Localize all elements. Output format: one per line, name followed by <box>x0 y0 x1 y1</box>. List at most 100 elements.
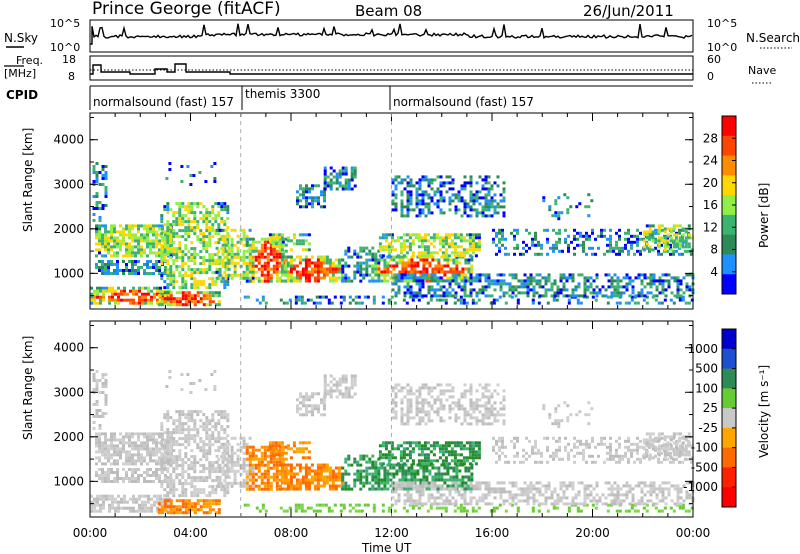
heatmap-cell <box>286 463 290 467</box>
heatmap-cell <box>289 481 293 485</box>
heatmap-cell <box>432 233 436 237</box>
heatmap-cell <box>415 291 419 295</box>
heatmap-cell <box>318 295 322 299</box>
heatmap-cell <box>190 297 194 301</box>
heatmap-cell <box>169 458 173 462</box>
heatmap-cell <box>161 435 164 439</box>
heatmap-cell <box>289 456 293 460</box>
heatmap-cell <box>110 272 113 275</box>
heatmap-cell <box>95 248 98 252</box>
heatmap-cell <box>456 254 460 258</box>
heatmap-cell <box>263 451 267 455</box>
heatmap-cell <box>119 269 122 272</box>
heatmap-cell <box>492 298 496 302</box>
heatmap-cell <box>437 487 441 491</box>
heatmap-cell <box>310 255 314 259</box>
heatmap-cell <box>160 303 164 307</box>
heatmap-cell <box>96 503 99 507</box>
heatmap-cell <box>208 214 212 218</box>
heatmap-cell <box>149 266 152 269</box>
heatmap-cell <box>149 450 152 454</box>
heatmap-cell <box>181 431 185 435</box>
heatmap-cell <box>116 450 119 454</box>
heatmap-cell <box>365 267 369 271</box>
heatmap-cell <box>98 477 101 480</box>
heatmap-cell <box>289 261 293 265</box>
heatmap-cell <box>362 273 366 277</box>
heatmap-cell <box>111 286 114 290</box>
heatmap-cell <box>441 242 445 246</box>
heatmap-cell <box>534 231 537 235</box>
heatmap-cell <box>193 502 197 506</box>
heatmap-cell <box>289 475 293 479</box>
heatmap-cell <box>131 245 134 249</box>
heatmap-cell <box>490 214 494 218</box>
heatmap-cell <box>529 288 533 292</box>
heatmap-cell <box>116 447 119 451</box>
heatmap-cell <box>175 505 179 509</box>
heatmap-cell <box>166 491 170 495</box>
heatmap-cell <box>199 491 203 495</box>
heatmap-cell <box>316 466 320 470</box>
heatmap-cell <box>624 237 627 241</box>
heatmap-cell <box>595 273 599 277</box>
heatmap-cell <box>316 276 320 280</box>
heatmap-cell <box>155 269 158 272</box>
heatmap-cell <box>286 279 290 283</box>
heatmap-cell <box>301 258 305 262</box>
heatmap-cell <box>325 270 329 274</box>
heatmap-cell <box>158 260 161 263</box>
heatmap-cell <box>199 458 203 462</box>
heatmap-cell <box>131 435 134 439</box>
heatmap-cell <box>172 241 176 245</box>
heatmap-cell <box>117 298 120 302</box>
heatmap-cell <box>137 435 140 439</box>
heatmap-cell <box>158 441 161 445</box>
heatmap-cell <box>119 239 122 243</box>
heatmap-cell <box>319 484 323 488</box>
heatmap-cell <box>301 456 305 460</box>
heatmap-cell <box>399 248 403 252</box>
heatmap-cell <box>160 235 164 239</box>
heatmap-cell <box>264 301 268 305</box>
heatmap-cell <box>251 237 255 241</box>
heatmap-cell <box>493 279 497 283</box>
heatmap-cell <box>666 239 670 243</box>
heatmap-cell <box>266 261 270 265</box>
heatmap-cell <box>298 481 302 485</box>
heatmap-cell <box>178 256 182 260</box>
heatmap-cell <box>316 258 320 262</box>
heatmap-cell <box>639 237 642 241</box>
heatmap-cell <box>116 444 119 448</box>
heatmap-cell <box>184 482 188 486</box>
heatmap-cell <box>531 243 534 247</box>
heatmap-cell <box>681 295 685 299</box>
heatmap-cell <box>432 251 436 255</box>
heatmap-cell <box>469 291 473 295</box>
heatmap-cell <box>307 264 311 268</box>
heatmap-cell <box>260 451 264 455</box>
heatmap-cell <box>110 453 113 457</box>
heatmap-cell <box>166 277 170 281</box>
heatmap-cell <box>221 460 225 464</box>
heatmap-cell <box>208 256 212 260</box>
heatmap-cell <box>190 300 194 304</box>
heatmap-cell <box>627 231 630 235</box>
heatmap-cell <box>138 503 141 507</box>
heatmap-cell <box>202 241 206 245</box>
heatmap-cell <box>104 266 107 269</box>
heatmap-cell <box>257 487 261 491</box>
heatmap-cell <box>187 205 191 209</box>
heatmap-cell <box>110 227 113 231</box>
heatmap-cell <box>380 487 384 491</box>
heatmap-cell <box>181 494 185 498</box>
heatmap-cell <box>169 277 173 281</box>
heatmap-cell <box>307 261 311 265</box>
heatmap-cell <box>208 235 212 239</box>
heatmap-cell <box>101 453 104 457</box>
heatmap-cell <box>245 237 249 241</box>
heatmap-cell <box>386 279 390 283</box>
heatmap-cell <box>226 449 230 453</box>
heatmap-cell <box>462 239 466 243</box>
heatmap-cell <box>196 479 200 483</box>
